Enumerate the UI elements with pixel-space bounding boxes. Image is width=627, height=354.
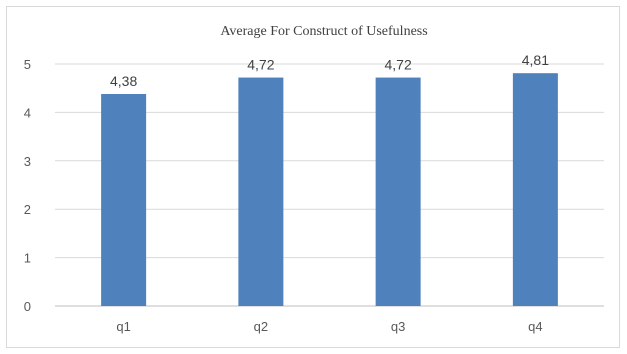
bars	[101, 73, 558, 307]
data-label-q4: 4,81	[522, 52, 549, 68]
y-tick-label: 5	[24, 57, 31, 72]
gridlines	[55, 63, 604, 307]
x-tick-label: q4	[528, 319, 542, 334]
chart-frame: Average For Construct of Usefulness 0 1 2 3…	[6, 6, 620, 348]
x-tick-label: q1	[116, 319, 130, 334]
y-tick-label: 4	[24, 105, 31, 120]
data-label-q2: 4,72	[247, 57, 274, 73]
bar-chart: Average For Construct of Usefulness 0 1 2 3…	[24, 24, 604, 334]
y-axis-ticks: 0 1 2 3 4 5	[24, 57, 31, 314]
bar-q1	[101, 94, 147, 307]
x-tick-label: q3	[391, 319, 405, 334]
data-labels: 4,38 4,72 4,72 4,81	[110, 52, 549, 89]
data-label-q3: 4,72	[385, 57, 412, 73]
x-tick-label: q2	[254, 319, 268, 334]
bar-q4	[512, 73, 558, 306]
y-tick-label: 0	[24, 299, 31, 314]
bar-q2	[238, 77, 284, 306]
y-tick-label: 1	[24, 251, 31, 266]
y-tick-label: 3	[24, 154, 31, 169]
chart-title: Average For Construct of Usefulness	[220, 24, 427, 39]
x-axis-ticks: q1 q2 q3 q4	[116, 319, 542, 334]
y-tick-label: 2	[24, 202, 31, 217]
bar-q3	[375, 77, 421, 306]
data-label-q1: 4,38	[110, 73, 137, 89]
